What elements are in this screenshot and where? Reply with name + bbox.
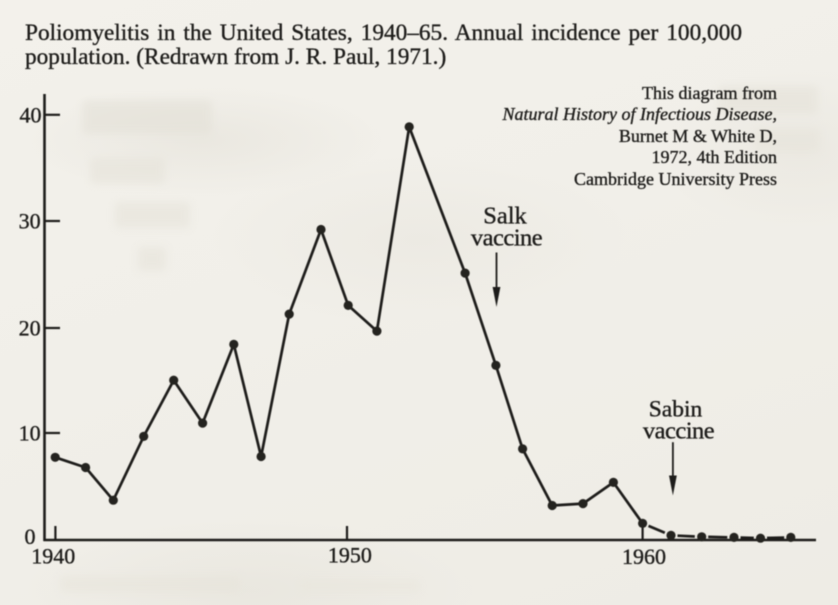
svg-text:30: 30	[19, 209, 41, 234]
svg-text:1950: 1950	[328, 543, 372, 568]
svg-text:1960: 1960	[622, 544, 666, 569]
svg-text:vaccine: vaccine	[471, 225, 543, 252]
svg-text:1940: 1940	[31, 543, 75, 568]
svg-text:0: 0	[25, 524, 36, 549]
svg-text:20: 20	[19, 316, 41, 341]
svg-text:40: 40	[20, 102, 42, 127]
svg-text:vaccine: vaccine	[643, 418, 715, 445]
svg-text:Salk: Salk	[483, 203, 527, 230]
svg-text:10: 10	[19, 421, 41, 446]
svg-text:Sabin: Sabin	[649, 397, 703, 423]
